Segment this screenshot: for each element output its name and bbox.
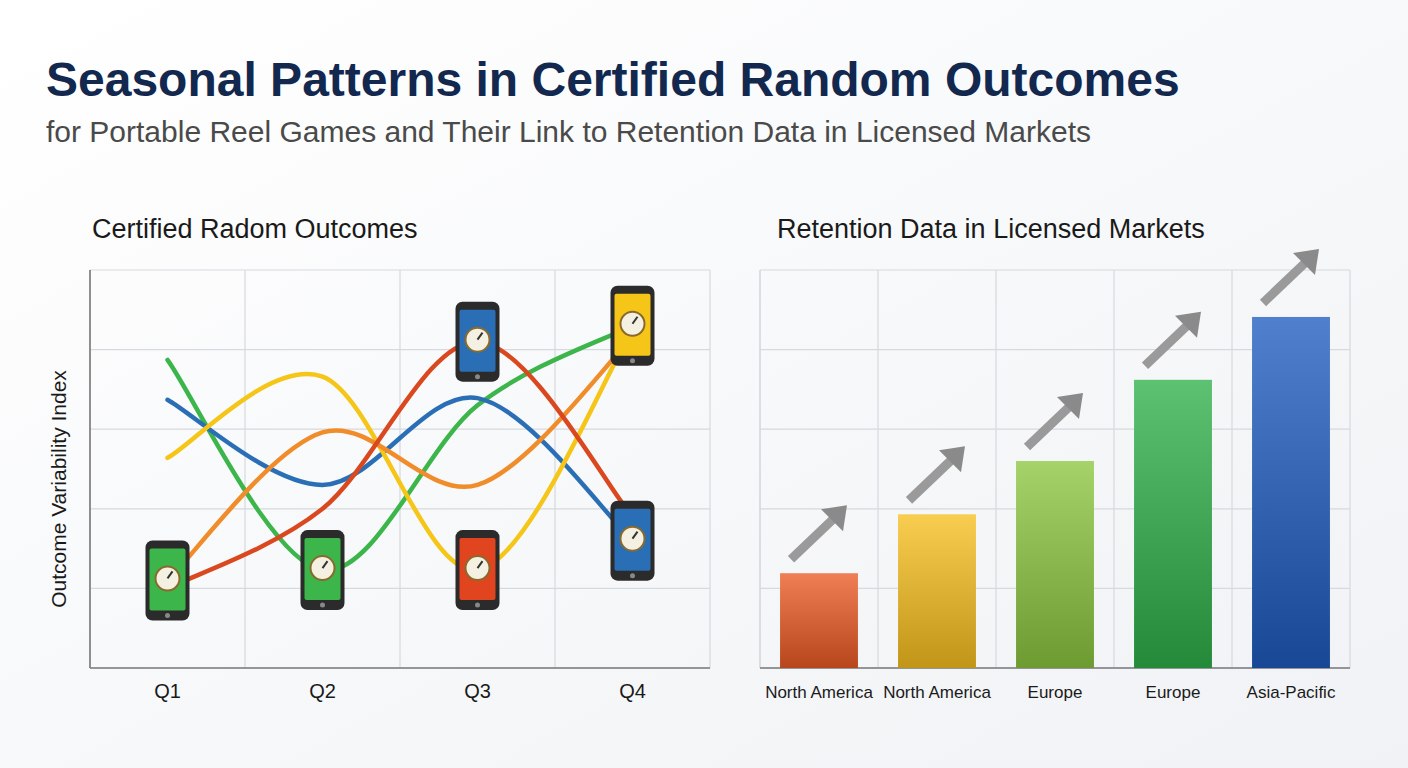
series-line: [168, 338, 633, 581]
panel-title: Retention Data in Licensed Markets: [777, 214, 1205, 244]
y-axis: [89, 270, 91, 668]
grid-line-x: [554, 270, 555, 668]
arrow-shaft: [1263, 263, 1305, 303]
phone-dial: [621, 312, 645, 336]
phone-body: [611, 286, 655, 366]
phone-icon: [456, 530, 500, 610]
grid-line-x: [1349, 270, 1350, 668]
bar: [1134, 380, 1212, 668]
bar: [1016, 461, 1094, 668]
phone-dial: [156, 566, 180, 590]
phone-dial: [466, 328, 490, 352]
phone-dial: [466, 556, 490, 580]
phone-hand: [478, 333, 483, 340]
x-tick-label: Q2: [309, 680, 336, 702]
phone-icons: [146, 286, 655, 621]
arrow-head: [821, 505, 847, 531]
x-tick-label: Europe: [1028, 683, 1083, 702]
phone-screen: [615, 294, 651, 356]
x-tick-label: Q4: [619, 680, 646, 702]
phone-button: [320, 603, 325, 608]
bar-shade: [1016, 461, 1094, 668]
phone-body: [611, 501, 655, 581]
bar-shade: [1134, 380, 1212, 668]
grid-line-x: [1231, 270, 1232, 668]
grid-line-x: [709, 270, 710, 668]
x-tick-label: Europe: [1146, 683, 1201, 702]
grid-line-x: [995, 270, 996, 668]
grid-line-x: [877, 270, 878, 668]
phone-icon: [301, 530, 345, 610]
phone-button: [475, 603, 480, 608]
phone-icon: [611, 286, 655, 366]
panel-title: Certified Radom Outcomes: [92, 214, 418, 244]
x-axis: [90, 667, 710, 669]
grid-line-x: [399, 270, 400, 668]
phone-body: [146, 540, 190, 620]
phone-body: [456, 302, 500, 382]
subtitle: for Portable Reel Games and Their Link t…: [46, 115, 1091, 148]
bar: [780, 573, 858, 668]
series-line: [168, 330, 633, 571]
series-line: [168, 342, 633, 589]
arrow-head: [1175, 312, 1201, 338]
plot-area: [780, 317, 1330, 668]
bar-shade: [780, 573, 858, 668]
phone-button: [630, 358, 635, 363]
series-line: [168, 326, 633, 571]
phone-hand: [633, 317, 638, 324]
phone-hand: [168, 571, 173, 578]
phone-screen: [305, 538, 341, 600]
arrow-shaft: [791, 519, 833, 559]
grid-line: [760, 269, 1350, 270]
arrow-head: [1057, 393, 1083, 419]
arrow-head: [1293, 249, 1319, 275]
phone-button: [165, 613, 170, 618]
phone-hand: [323, 561, 328, 568]
phone-hand: [478, 561, 483, 568]
plot-area: [168, 326, 633, 589]
x-tick-label: North America: [765, 683, 873, 702]
arrow-head: [939, 446, 965, 472]
grid-line: [90, 667, 710, 668]
bar-shade: [1252, 317, 1330, 668]
x-tick-label: North America: [883, 683, 991, 702]
phone-button: [630, 573, 635, 578]
arrows: [791, 249, 1319, 559]
x-tick-label: Q1: [154, 680, 181, 702]
phone-screen: [150, 548, 186, 610]
x-tick-label: Asia-Pacific: [1247, 683, 1336, 702]
x-tick-label: Q3: [464, 680, 491, 702]
phone-screen: [615, 509, 651, 571]
grid-line-x: [759, 270, 760, 668]
title: Seasonal Patterns in Certified Random Ou…: [46, 53, 1180, 106]
grid-line-x: [244, 270, 245, 668]
arrow-shaft: [1027, 407, 1069, 447]
arrow-shaft: [1145, 326, 1187, 366]
phone-hand: [633, 532, 638, 539]
bar-shade: [898, 514, 976, 668]
phone-icon: [146, 540, 190, 620]
phone-dial: [621, 527, 645, 551]
bar: [1252, 317, 1330, 668]
canvas: Seasonal Patterns in Certified Random Ou…: [0, 0, 1408, 768]
phone-icon: [456, 302, 500, 382]
phone-body: [456, 530, 500, 610]
phone-body: [301, 530, 345, 610]
grid-line-x: [1113, 270, 1114, 668]
y-axis-title: Outcome Variability Index: [47, 370, 70, 608]
y-axis: [759, 270, 760, 668]
phone-screen: [460, 310, 496, 372]
phone-screen: [460, 538, 496, 600]
phone-dial: [311, 556, 335, 580]
phone-icon: [611, 501, 655, 581]
grid-line-x: [89, 270, 90, 668]
phone-button: [475, 374, 480, 379]
bar: [898, 514, 976, 668]
background: [0, 0, 1408, 768]
arrow-shaft: [909, 460, 951, 500]
